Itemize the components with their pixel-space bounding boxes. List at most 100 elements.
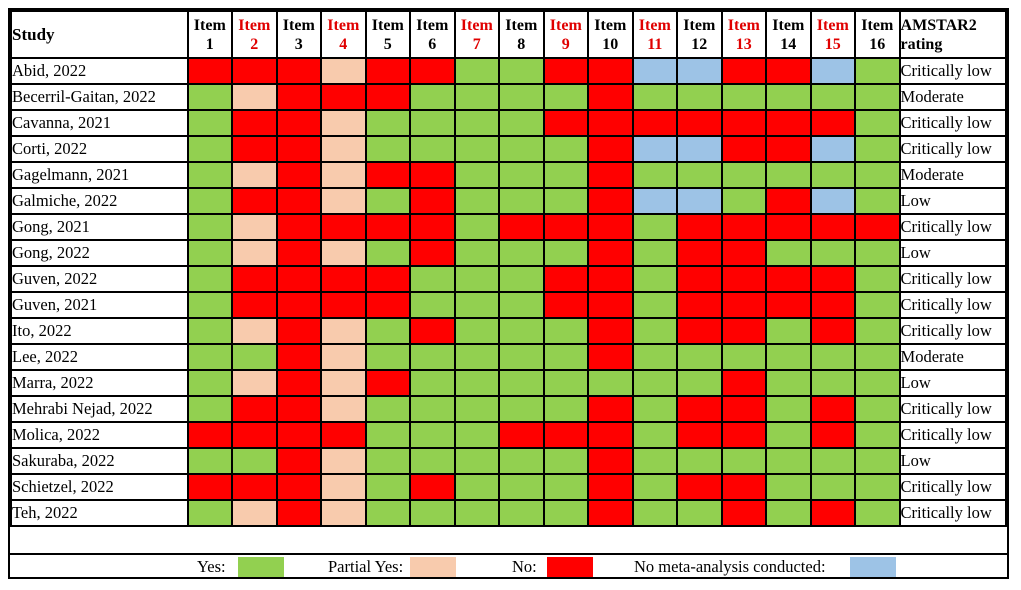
rating-cell-item-13-no (720, 239, 768, 267)
rating-cell-item-2-no (231, 187, 278, 215)
item-6-header: Item 6 (409, 10, 456, 59)
rating-cell-item-1-yes (186, 109, 234, 137)
rating-cell-item-4-partial-yes (320, 395, 367, 423)
study-name: Schietzel, 2022 (10, 473, 189, 501)
rating-cell-item-7-yes (453, 187, 501, 215)
rating-cell-item-8-no (498, 213, 545, 241)
rating-cell-item-7-yes (453, 447, 501, 475)
rating-cell-item-14-no (765, 187, 812, 215)
rating-cell-item-9-yes (542, 161, 590, 189)
rating-cell-item-4-no (320, 291, 367, 319)
rating-cell-item-5-yes (364, 343, 412, 371)
rating-cell-item-7-yes (453, 421, 501, 449)
rating-cell-item-1-yes (186, 499, 234, 527)
rating-cell-item-7-yes (453, 343, 501, 371)
table-row: Cavanna, 2021 Critically low (10, 109, 1008, 137)
rating-cell-item-6-no (409, 239, 456, 267)
rating-cell-item-15-no (809, 499, 857, 527)
rating-cell-item-10-no (587, 265, 634, 293)
table-row: Corti, 2022 Critically low (10, 135, 1008, 163)
rating-cell-item-4-no (320, 421, 367, 449)
rating-cell-item-3-no (275, 473, 323, 501)
rating-cell-item-12-no (676, 395, 723, 423)
rating-cell-item-11-yes (631, 473, 679, 501)
rating-cell-item-2-partial-yes (231, 317, 278, 345)
rating-cell-item-11-yes (631, 213, 679, 241)
rating-cell-item-11-yes (631, 343, 679, 371)
item-header-word: Item (638, 16, 671, 34)
legend-nma-swatch (850, 557, 896, 577)
rating-cell-item-6-no (409, 213, 456, 241)
rating-cell-item-5-no (364, 265, 412, 293)
rating-cell-item-12-no (676, 239, 723, 267)
rating-cell-item-5-no (364, 291, 412, 319)
amstar2-rating: Moderate (898, 343, 1008, 371)
rating-cell-item-13-yes (720, 343, 768, 371)
rating-cell-item-6-no (409, 187, 456, 215)
amstar2-rating: Critically low (898, 291, 1008, 319)
legend-no-label: No: (512, 557, 537, 576)
table-body: Abid, 2022 Critically low Becerril-Gaitan,… (10, 57, 1008, 527)
study-name: Lee, 2022 (10, 343, 189, 371)
rating-cell-item-4-partial-yes (320, 135, 367, 163)
rating-cell-item-15-no (809, 213, 857, 241)
rating-cell-item-5-no (364, 213, 412, 241)
rating-cell-item-12-yes (676, 83, 723, 111)
study-name: Gong, 2022 (10, 239, 189, 267)
rating-cell-item-5-no (364, 161, 412, 189)
rating-cell-item-1-yes (186, 265, 234, 293)
item-header-number: 14 (780, 35, 797, 53)
rating-cell-item-1-yes (186, 343, 234, 371)
rating-cell-item-11-no (631, 109, 679, 137)
rating-cell-item-14-yes (765, 343, 812, 371)
rating-cell-item-9-yes (542, 343, 590, 371)
study-name: Marra, 2022 (10, 369, 189, 397)
rating-cell-item-10-no (587, 161, 634, 189)
study-name: Ito, 2022 (10, 317, 189, 345)
amstar2-rating: Critically low (898, 109, 1008, 137)
rating-cell-item-6-no (409, 161, 456, 189)
rating-cell-item-2-partial-yes (231, 499, 278, 527)
rating-cell-item-11-yes (631, 239, 679, 267)
study-column-header: Study (10, 10, 189, 59)
rating-cell-item-13-no (720, 369, 768, 397)
rating-cell-item-12-no (676, 265, 723, 293)
amstar2-rating: Moderate (898, 83, 1008, 111)
item-header-number: 9 (561, 35, 570, 53)
rating-cell-item-12-no (676, 109, 723, 137)
rating-cell-item-11-yes (631, 317, 679, 345)
rating-cell-item-2-no (231, 265, 278, 293)
rating-cell-item-8-yes (498, 187, 545, 215)
rating-cell-item-4-partial-yes (320, 317, 367, 345)
rating-cell-item-7-yes (453, 83, 501, 111)
rating-cell-item-14-no (765, 265, 812, 293)
item-header-number: 16 (869, 35, 886, 53)
item-header-word: Item (727, 16, 760, 34)
rating-cell-item-3-no (275, 109, 323, 137)
rating-cell-item-11-yes (631, 499, 679, 527)
rating-cell-item-12-no (676, 291, 723, 319)
amstar2-rating: Critically low (898, 265, 1008, 293)
rating-cell-item-11-yes (631, 369, 679, 397)
rating-cell-item-15-no (809, 109, 857, 137)
rating-cell-item-9-yes (542, 395, 590, 423)
rating-cell-item-3-no (275, 239, 323, 267)
table-row: Gong, 2021 Critically low (10, 213, 1008, 241)
rating-cell-item-15-no (809, 291, 857, 319)
table-row: Gagelmann, 2021 Moderate (10, 161, 1008, 189)
table-row: Lee, 2022 Moderate (10, 343, 1008, 371)
item-14-header: Item 14 (765, 10, 812, 59)
rating-cell-item-3-no (275, 83, 323, 111)
rating-cell-item-1-yes (186, 317, 234, 345)
rating-cell-item-6-yes (409, 395, 456, 423)
rating-cell-item-6-yes (409, 109, 456, 137)
rating-cell-item-8-yes (498, 135, 545, 163)
rating-cell-item-11-yes (631, 161, 679, 189)
item-header-number: 4 (339, 35, 348, 53)
rating-cell-item-3-no (275, 499, 323, 527)
rating-cell-item-6-no (409, 317, 456, 345)
rating-cell-item-3-no (275, 213, 323, 241)
rating-cell-item-15-no (809, 395, 857, 423)
table-row: Sakuraba, 2022 Low (10, 447, 1008, 475)
rating-cell-item-1-yes (186, 291, 234, 319)
